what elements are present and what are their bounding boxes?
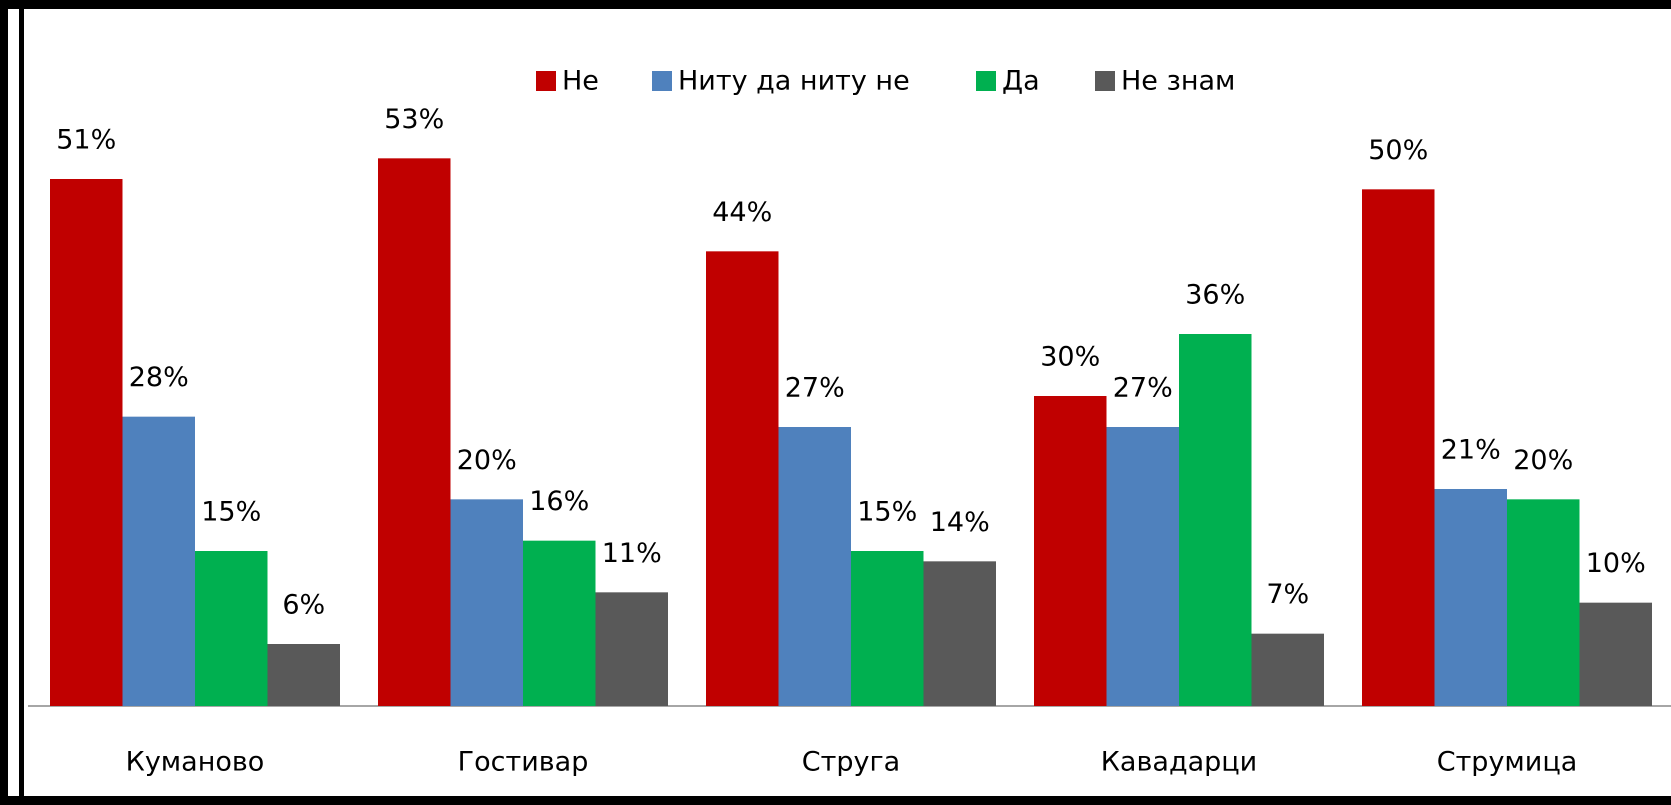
data-label: 36% xyxy=(1185,280,1245,311)
legend-label: Да xyxy=(1002,66,1040,97)
bar xyxy=(1362,189,1435,707)
bar xyxy=(1106,427,1179,706)
bar xyxy=(706,251,779,707)
frame-top xyxy=(0,0,1671,9)
frame-left xyxy=(0,0,8,805)
data-label: 53% xyxy=(384,104,444,135)
bar xyxy=(851,551,924,706)
x-tick-label: Струмица xyxy=(1437,747,1578,778)
bar xyxy=(523,540,596,706)
data-label: 27% xyxy=(1113,373,1173,404)
data-label: 27% xyxy=(785,373,845,404)
bar xyxy=(1034,396,1107,706)
bar xyxy=(378,158,451,707)
x-tick-label: Гостивар xyxy=(458,747,589,778)
data-label: 20% xyxy=(1513,445,1573,476)
frame-inner-left xyxy=(19,0,24,805)
legend-swatch xyxy=(1095,71,1115,91)
data-label: 16% xyxy=(529,486,589,517)
data-label: 14% xyxy=(930,507,990,538)
data-label: 10% xyxy=(1586,548,1646,579)
x-tick-label: Куманово xyxy=(126,747,265,778)
data-label: 7% xyxy=(1266,579,1309,610)
bar xyxy=(1579,602,1652,706)
data-label: 30% xyxy=(1040,342,1100,373)
legend-swatch xyxy=(536,71,556,91)
data-label: 11% xyxy=(602,538,662,569)
data-label: 44% xyxy=(712,197,772,228)
bar xyxy=(1179,334,1252,706)
data-label: 15% xyxy=(857,497,917,528)
bar xyxy=(923,561,996,706)
x-tick-label: Струга xyxy=(802,747,900,778)
bar xyxy=(595,592,668,706)
data-label: 20% xyxy=(457,445,517,476)
data-label: 21% xyxy=(1441,435,1501,466)
frame-bottom xyxy=(0,796,1671,805)
bar xyxy=(450,499,523,706)
bar xyxy=(1251,633,1324,706)
data-label: 28% xyxy=(129,362,189,393)
legend-label: Не xyxy=(562,66,599,97)
bar xyxy=(50,179,123,706)
bar xyxy=(195,551,268,706)
bar xyxy=(267,644,340,706)
bar xyxy=(122,416,195,706)
legend-label: Не знам xyxy=(1121,66,1235,97)
legend-label: Ниту да ниту не xyxy=(678,66,910,97)
data-label: 6% xyxy=(282,590,325,621)
x-tick-label: Кавадарци xyxy=(1101,747,1257,778)
bar xyxy=(1434,489,1507,706)
bar xyxy=(1507,499,1580,706)
legend-swatch xyxy=(976,71,996,91)
data-label: 15% xyxy=(201,497,261,528)
data-label: 50% xyxy=(1368,135,1428,166)
data-label: 51% xyxy=(56,125,116,156)
bar xyxy=(778,427,851,706)
legend-swatch xyxy=(652,71,672,91)
